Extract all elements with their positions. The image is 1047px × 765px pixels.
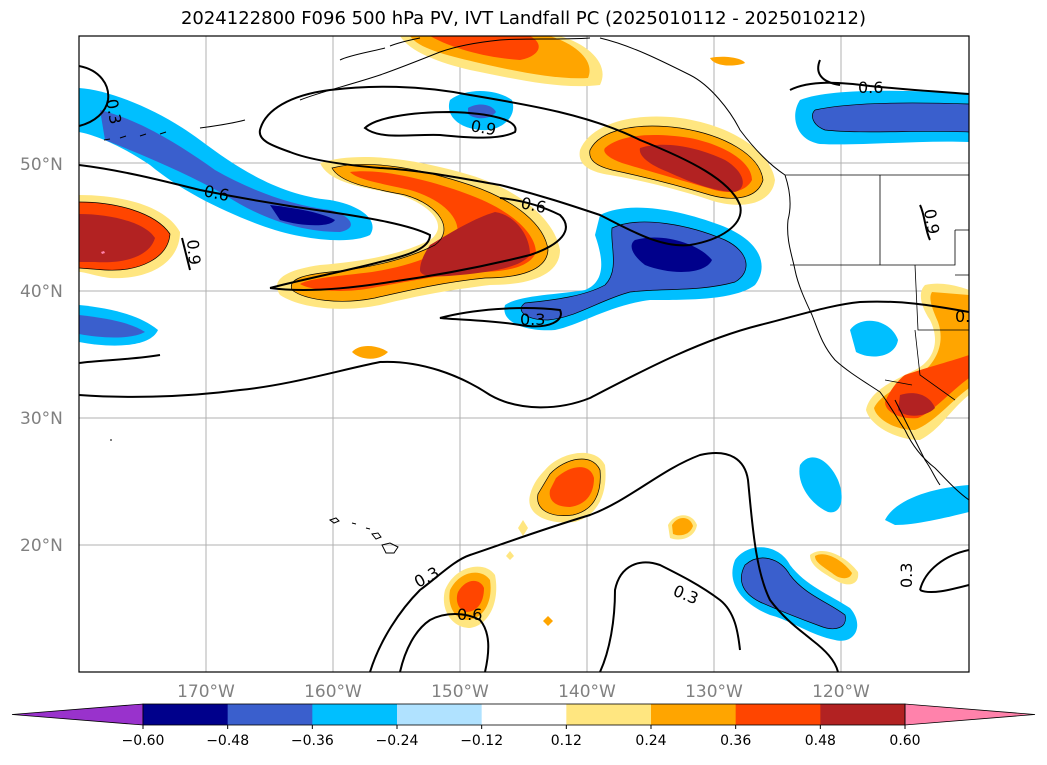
colorbar-extend-high	[904, 703, 1036, 726]
map-title: 2024122800 F096 500 hPa PV, IVT Landfall…	[180, 8, 867, 29]
colorbar-swatch	[651, 704, 737, 725]
colorbar-tick-label: 0.36	[720, 733, 751, 749]
positive-pv-regions	[79, 36, 969, 628]
contour-label: 0.9	[920, 207, 943, 235]
colorbar-extend-low	[11, 703, 144, 726]
colorbar-swatch	[227, 704, 313, 725]
contour-label: 0.6	[457, 605, 482, 624]
lon-label: 160°W	[304, 682, 362, 702]
lon-label: 130°W	[685, 682, 743, 702]
colorbar-tick-label: −0.48	[206, 733, 249, 749]
contour-label: 0.6	[519, 193, 548, 217]
colorbar-swatch	[566, 704, 652, 725]
lon-label: 170°W	[177, 682, 235, 702]
lon-label: 120°W	[812, 682, 870, 702]
borders	[785, 174, 969, 401]
longitude-labels: 170°W 160°W 150°W 140°W 130°W 120°W	[177, 682, 870, 702]
colorbar-tick-label: −0.24	[376, 733, 419, 749]
contour-label: 0.6	[858, 78, 883, 97]
colorbar-swatch	[143, 704, 229, 725]
colorbar-tick-label: 0.12	[551, 733, 582, 749]
colorbar-tick-label: −0.60	[122, 733, 165, 749]
coastlines	[103, 37, 969, 554]
colorbar: −0.60 −0.48 −0.36 −0.24 −0.12 0.12 0.24 0.36 0.4…	[11, 703, 1036, 749]
contour-label: 0.9	[183, 239, 204, 266]
colorbar-swatch	[820, 704, 906, 725]
contour-label: 0.3	[520, 310, 545, 329]
contour-label: 0.3	[897, 563, 916, 588]
colorbar-tick-label: 0.24	[635, 733, 666, 749]
shading-outlines	[79, 102, 969, 629]
contour-label: 0.6	[202, 181, 231, 205]
contour-label: 0.3	[102, 97, 125, 125]
colorbar-tick-label: −0.12	[460, 733, 503, 749]
lat-label: 50°N	[20, 155, 63, 175]
colorbar-swatch	[481, 704, 567, 725]
latitude-labels: 50°N 40°N 30°N 20°N	[20, 155, 63, 556]
colorbar-swatch	[735, 704, 821, 725]
colorbar-tick-label: −0.36	[291, 733, 334, 749]
lat-label: 20°N	[20, 536, 63, 556]
negative-pv-regions	[79, 88, 969, 641]
colorbar-frame	[142, 703, 906, 726]
contour-label: 0.6	[955, 307, 980, 326]
colorbar-tick-label: 0.60	[889, 733, 920, 749]
contour-lines	[79, 59, 969, 672]
contour-label: 0.9	[469, 116, 497, 139]
map-frame	[78, 35, 970, 673]
lat-label: 40°N	[20, 282, 63, 302]
lon-label: 150°W	[431, 682, 489, 702]
colorbar-tick-label: 0.48	[805, 733, 836, 749]
colorbar-swatch	[312, 704, 398, 725]
gridlines	[79, 36, 969, 672]
lat-label: 30°N	[20, 409, 63, 429]
colorbar-swatch	[397, 704, 483, 725]
lon-label: 140°W	[558, 682, 616, 702]
